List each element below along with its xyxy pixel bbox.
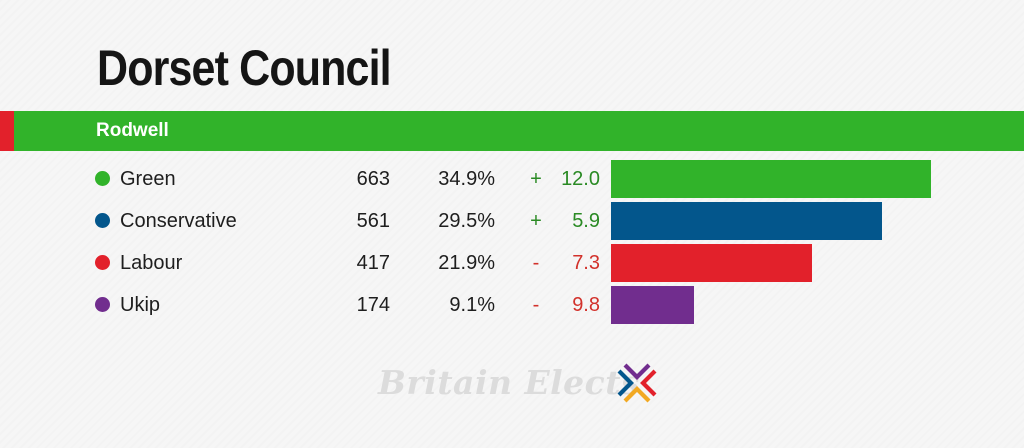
change-sign: - [532, 252, 540, 274]
party-color-dot [95, 297, 110, 312]
vote-share: 9.1% [449, 294, 495, 316]
vote-share: 29.5% [438, 210, 495, 232]
britain-elects-logo: Britain Elects [378, 358, 668, 408]
vote-share: 34.9% [438, 168, 495, 190]
party-color-dot [95, 213, 110, 228]
party-color-dot [95, 171, 110, 186]
party-name: Green [120, 168, 176, 190]
result-row-conservative: Conservative 561 29.5% + 5.9 [0, 200, 1024, 242]
result-row-green: Green 663 34.9% + 12.0 [0, 158, 1024, 200]
change-sign: + [530, 210, 542, 232]
page-title: Dorset Council [97, 40, 392, 96]
party-color-dot [95, 255, 110, 270]
change-sign: + [530, 168, 542, 190]
change-sign: - [532, 294, 540, 316]
party-name: Labour [120, 252, 183, 274]
share-bar [611, 286, 695, 324]
share-bar [611, 160, 931, 198]
brand-name: Britain Elects [378, 363, 641, 402]
vote-count: 417 [356, 252, 390, 274]
share-bar [611, 202, 882, 240]
vote-share: 21.9% [438, 252, 495, 274]
ward-name: Rodwell [96, 120, 169, 141]
ward-stripe [0, 111, 14, 151]
britain-elects-x-icon [617, 363, 657, 403]
share-change: 12.0 [561, 168, 600, 190]
vote-count: 174 [356, 294, 390, 316]
share-change: 7.3 [572, 252, 600, 274]
share-change: 5.9 [572, 210, 600, 232]
result-row-labour: Labour 417 21.9% - 7.3 [0, 242, 1024, 284]
party-name: Conservative [120, 210, 237, 232]
share-change: 9.8 [572, 294, 600, 316]
vote-count: 663 [356, 168, 390, 190]
party-name: Ukip [120, 294, 161, 316]
result-row-ukip: Ukip 174 9.1% - 9.8 [0, 284, 1024, 326]
ward-header: Rodwell [0, 111, 1024, 151]
ward-fill [14, 111, 1024, 151]
vote-count: 561 [356, 210, 390, 232]
share-bar [611, 244, 812, 282]
